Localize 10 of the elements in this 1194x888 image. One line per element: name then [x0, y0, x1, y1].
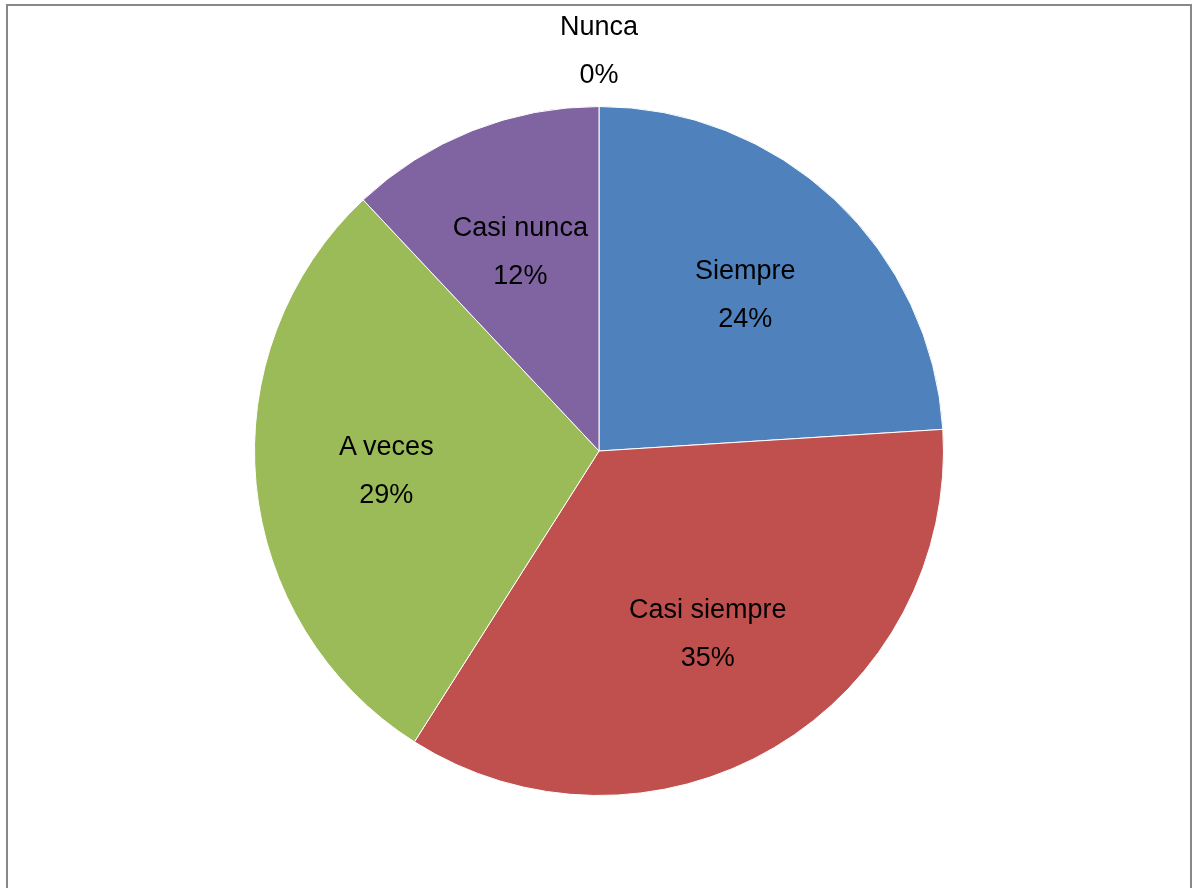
text: 0%	[579, 58, 619, 89]
slice-label: Casi siempre	[628, 594, 787, 625]
data-label: 29%	[359, 478, 414, 509]
data-label: 12%	[493, 259, 548, 290]
slice-label: A veces	[339, 430, 434, 461]
data-label: 24%	[718, 302, 773, 333]
slice-label: Siempre	[694, 254, 796, 285]
data-label: 35%	[680, 642, 735, 673]
category-label: Nunca	[559, 10, 639, 41]
slice-label: Casi nunca	[452, 211, 589, 242]
